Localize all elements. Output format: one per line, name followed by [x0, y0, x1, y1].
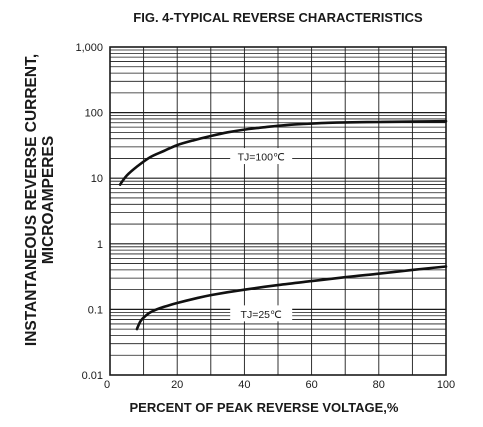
annotation-bg: [230, 305, 293, 322]
annotation-bg: [230, 148, 293, 165]
y-tick-label: 1: [97, 239, 103, 251]
tick-labels: 0 20 40 60 80 100 0.01 0.1 1 10 100 1,000: [75, 42, 455, 391]
x-tick-label: 40: [238, 379, 250, 391]
y-tick-label: 0.01: [82, 370, 103, 382]
x-tick-label: 80: [373, 379, 385, 391]
y-tick-label: 0.1: [88, 304, 103, 316]
x-tick-label: 0: [104, 379, 110, 391]
x-axis-label: PERCENT OF PEAK REVERSE VOLTAGE,%: [130, 400, 399, 415]
x-tick-label: 100: [437, 379, 455, 391]
x-tick-label: 20: [171, 379, 183, 391]
y-axis-label: INSTANTANEOUS REVERSE CURRENT, MICROAMPE…: [23, 54, 57, 346]
annotation-tj100: TJ=100℃: [238, 152, 285, 164]
y-tick-label: 1,000: [75, 42, 103, 54]
y-tick-label: 100: [85, 108, 103, 120]
annotation-tj25: TJ=25℃: [241, 309, 282, 321]
y-axis-label-line2: MICROAMPERES: [40, 136, 57, 264]
plot-frame: [109, 46, 447, 376]
y-tick-label: 10: [91, 173, 103, 185]
x-tick-label: 60: [305, 379, 317, 391]
series-layer: TJ=100℃ TJ=25℃: [118, 119, 448, 331]
grid: [110, 47, 446, 375]
series-line-tj100: [118, 119, 448, 186]
chart-title: FIG. 4-TYPICAL REVERSE CHARACTERISTICS: [133, 10, 423, 25]
series-line-tj25: [135, 265, 448, 331]
y-axis-label-line1: INSTANTANEOUS REVERSE CURRENT,: [23, 54, 40, 346]
